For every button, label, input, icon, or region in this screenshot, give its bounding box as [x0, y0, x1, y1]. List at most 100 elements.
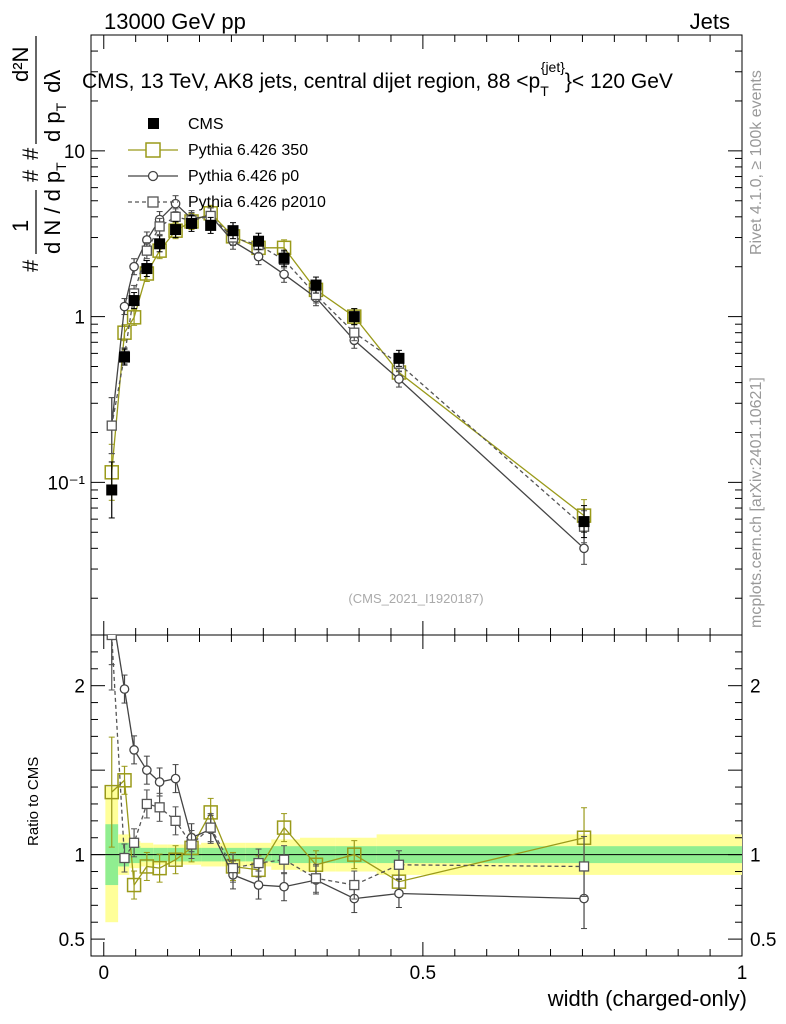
data-point	[119, 852, 130, 864]
data-point	[276, 820, 292, 835]
svg-text:#: #	[18, 147, 43, 160]
series-line	[111, 215, 585, 528]
ratio-y-tick-label: 1	[74, 846, 85, 867]
data-point	[578, 861, 590, 872]
ratio-series-pythia-6-426-p2010	[106, 635, 590, 900]
data-point	[119, 684, 130, 694]
legend-label-p2010: Pythia 6.426 p2010	[188, 194, 326, 211]
y-tick-label: 1	[74, 308, 85, 329]
data-point	[170, 815, 181, 826]
data-point	[106, 420, 117, 431]
data-point	[278, 854, 290, 865]
data-point	[348, 311, 360, 323]
data-point	[170, 773, 181, 784]
data-point	[347, 847, 362, 862]
legend-cms-marker	[148, 118, 159, 129]
data-point	[128, 837, 140, 848]
data-point	[170, 211, 181, 222]
data-point	[279, 881, 289, 892]
legend-label-cms: CMS	[188, 116, 224, 133]
header-right: Jets	[690, 9, 730, 34]
data-point	[310, 279, 322, 291]
data-point	[154, 777, 165, 787]
legend-label-350: Pythia 6.426 350	[188, 142, 308, 159]
ratio-y-tick-label: 0.5	[59, 930, 85, 951]
data-point	[253, 235, 265, 247]
data-point	[141, 245, 152, 256]
series-cms	[106, 214, 590, 539]
data-point	[126, 877, 142, 893]
data-point	[117, 773, 132, 788]
analysis-id: (CMS_2021_I1920187)	[348, 591, 483, 606]
data-point	[126, 310, 142, 325]
data-point	[154, 802, 165, 813]
data-point	[253, 880, 264, 890]
data-point	[154, 238, 166, 250]
data-point	[393, 352, 405, 364]
data-point	[205, 822, 216, 833]
data-point	[253, 857, 264, 869]
data-point	[394, 888, 404, 899]
series-line	[111, 212, 585, 517]
data-point	[117, 325, 132, 340]
data-point	[119, 301, 130, 312]
legend-p0-marker	[147, 170, 159, 182]
series-pythia-6-426-p0	[106, 195, 589, 565]
data-point	[579, 543, 589, 554]
data-point	[104, 784, 119, 800]
data-point	[154, 221, 165, 232]
y-tick-label: 10⁻¹	[48, 473, 86, 494]
x-tick-label: 1	[737, 963, 748, 984]
data-point	[279, 269, 289, 280]
data-point	[141, 765, 152, 776]
data-point	[119, 351, 131, 363]
data-point	[152, 860, 167, 876]
main-y-axis-label: # 1 d N / d pT # # d²N d pTdλ	[8, 36, 69, 272]
series-pythia-6-426-350	[104, 204, 592, 533]
chart-title: CMS, 13 TeV, AK8 jets, central dijet reg…	[82, 59, 673, 99]
data-point	[106, 484, 118, 496]
data-point	[108, 605, 116, 613]
ratio-y-tick-label-right: 1	[750, 846, 761, 867]
svg-text:d N / d pT: d N / d pT	[40, 162, 69, 254]
svg-text:d²N: d²N	[8, 47, 33, 82]
data-point	[186, 217, 198, 229]
svg-text:1: 1	[8, 220, 33, 232]
data-point	[168, 852, 183, 867]
data-point	[349, 879, 360, 891]
legend-p2010-marker	[147, 196, 159, 208]
ratio-y-tick-label-right: 2	[750, 677, 761, 698]
svg-text:d pTdλ: d pTdλ	[40, 70, 69, 142]
data-point	[578, 516, 590, 528]
data-point	[394, 374, 404, 384]
legend-label-p0: Pythia 6.426 p0	[188, 168, 299, 185]
ratio-y-tick-label-right: 0.5	[750, 930, 776, 951]
header-left: 13000 GeV pp	[104, 9, 246, 34]
data-point	[129, 745, 139, 755]
data-point	[141, 798, 152, 810]
data-point	[170, 224, 182, 236]
data-point	[186, 839, 197, 850]
data-point	[227, 862, 239, 874]
data-point	[106, 635, 117, 641]
data-point	[349, 327, 360, 338]
data-point	[253, 251, 264, 262]
ratio-line	[111, 635, 585, 886]
data-point	[278, 252, 290, 264]
data-point	[170, 198, 181, 209]
ratio-y-axis-label: Ratio to CMS	[25, 757, 42, 846]
ratio-y-tick-label: 2	[74, 677, 85, 698]
x-tick-label: 0	[98, 963, 109, 984]
svg-text:#: #	[18, 259, 43, 272]
legend-350-marker	[145, 142, 161, 158]
rivet-label: Rivet 4.1.0, ≥ 100k events	[748, 70, 765, 255]
data-point	[141, 263, 153, 275]
data-point	[128, 295, 140, 307]
svg-text:#: #	[18, 169, 43, 182]
data-point	[310, 873, 322, 884]
data-point	[227, 225, 239, 237]
series-line	[111, 202, 585, 549]
x-axis-label: width (charged-only)	[547, 986, 747, 1011]
